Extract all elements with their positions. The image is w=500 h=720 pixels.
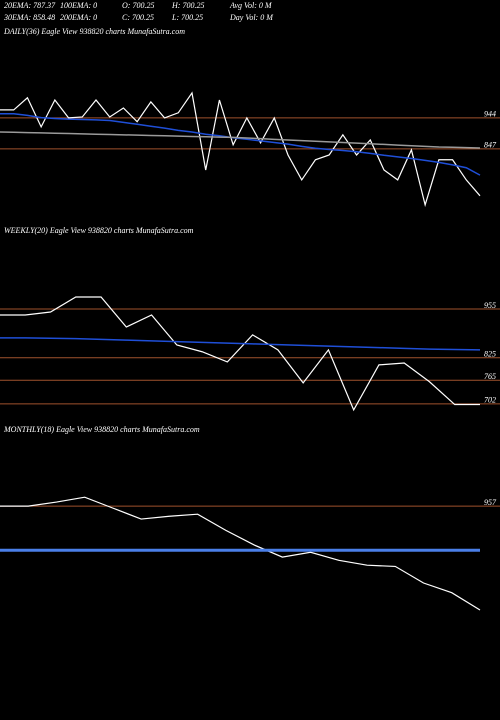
header-stat: L: 700.25: [171, 13, 203, 22]
level-label: 944: [484, 110, 496, 119]
series-line: [0, 296, 480, 412]
level-label: 957: [484, 498, 497, 507]
header-stat: H: 700.25: [171, 1, 204, 10]
header-stat: 200EMA: 0: [60, 13, 97, 22]
header-stat: 100EMA: 0: [60, 1, 97, 10]
level-label: 955: [484, 301, 496, 310]
header-stat: 20EMA: 787.37: [4, 1, 56, 10]
panel-title: MONTHLY(18) Eagle View 938820 charts Mun…: [3, 425, 200, 434]
level-label: 702: [484, 396, 496, 405]
series-line: [0, 91, 481, 208]
header-stat: O: 700.25: [122, 1, 154, 10]
series-line: [0, 131, 481, 149]
series-line: [0, 337, 481, 351]
series-line: [0, 112, 481, 176]
header-stat: Day Vol: 0 M: [229, 13, 274, 22]
series-line: [0, 496, 481, 611]
panel-title: DAILY(36) Eagle View 938820 charts Munaf…: [3, 27, 185, 36]
header-stat: C: 700.25: [122, 13, 154, 22]
panel-title: WEEKLY(20) Eagle View 938820 charts Muna…: [4, 226, 194, 235]
level-label: 765: [484, 372, 496, 381]
level-label: 825: [484, 350, 496, 359]
level-label: 847: [484, 141, 497, 150]
header-stat: 30EMA: 858.48: [3, 13, 55, 22]
header-stat: Avg Vol: 0 M: [229, 1, 273, 10]
